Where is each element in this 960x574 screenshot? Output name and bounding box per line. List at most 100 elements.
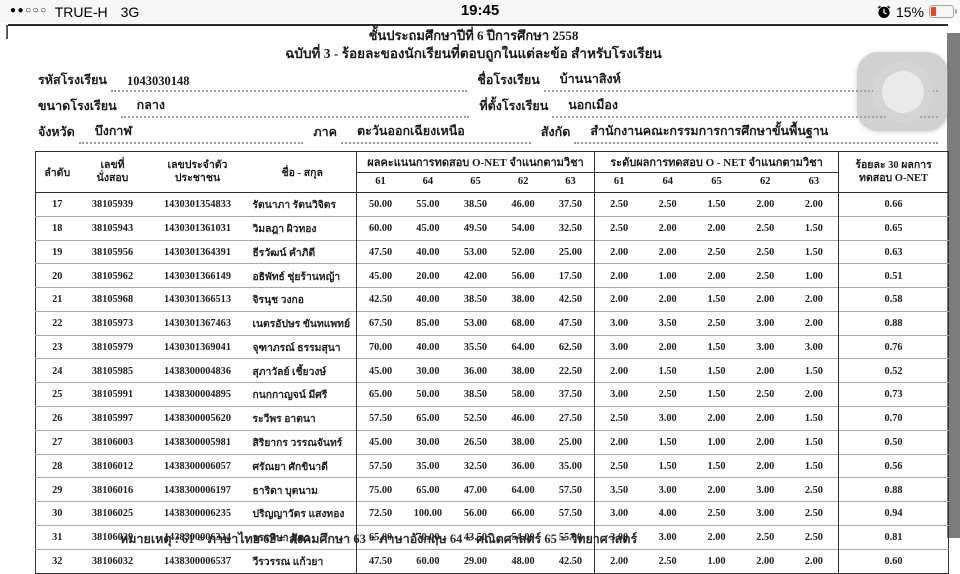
cell-name: รัตนาภา รัตนวิจิตร — [252, 200, 336, 212]
header-subject-61: 61 — [356, 172, 405, 193]
cell-level: 1.50 — [643, 429, 693, 455]
cell-name: จุฑาภรณ์ ธรรมสุนา — [248, 334, 357, 359]
cell-level: 2.00 — [692, 524, 741, 550]
cell-level: 2.00 — [740, 429, 790, 455]
alarm-icon — [877, 5, 891, 19]
table-row: 19 38105956 1430301364391 ธีรวัฒน์ คำภิดี 47… — [35, 239, 949, 264]
cell-seat: 38105991 — [78, 382, 147, 407]
cell-percent: 0.70 — [838, 406, 949, 431]
cell-no: 26 — [35, 406, 79, 431]
cell-score: 64.00 — [499, 477, 547, 502]
cell-score: 17.50 — [546, 263, 595, 288]
table-row: 22 38105973 1430301367463 เนตรอัปษร ขันทแพท… — [35, 310, 949, 336]
cell-score: 64.00 — [499, 334, 547, 359]
cell-score: 38.00 — [499, 287, 547, 312]
cell-percent: 0.88 — [838, 310, 949, 336]
cell-score: 37.50 — [558, 199, 583, 211]
table-row: 23 38105979 1430301369041 จุฑาภรณ์ ธรรมสุนา… — [35, 334, 949, 359]
cell-citizen-id: 1430301366149 — [146, 263, 249, 288]
battery-percent-label: 15% — [895, 3, 924, 20]
cell-score: 36.00 — [499, 453, 547, 478]
table-row: 25 38105991 1438300004895 กนกกาญจน์ มีศรี 65… — [35, 382, 949, 407]
cell-level: 2.00 — [740, 453, 790, 478]
cell-level: 1.50 — [692, 358, 741, 383]
cell-level: 2.00 — [643, 239, 693, 264]
cell-score: 42.50 — [546, 548, 595, 573]
assistive-touch-center — [881, 70, 924, 113]
cell-seat: 38106003 — [78, 429, 147, 455]
cell-level: 3.00 — [643, 477, 693, 502]
cell-no: 24 — [35, 358, 79, 383]
cell-percent: 0.51 — [838, 263, 949, 288]
cell-score: 65.00 — [404, 406, 452, 431]
school-size-value: กลาง — [120, 95, 470, 118]
cell-score: 42.00 — [451, 263, 500, 288]
cell-score: 26.50 — [451, 429, 500, 455]
header-subject-63: 63 — [565, 176, 576, 187]
cell-level: 2.00 — [740, 406, 790, 431]
cell-score: 30.00 — [404, 358, 452, 383]
cell-score: 37.50 — [546, 382, 595, 407]
cell-citizen-id: 1430301366513 — [146, 287, 249, 312]
cell-name: วิมลฎา ผิวทอง — [248, 215, 357, 241]
cell-level: 1.50 — [707, 199, 726, 211]
field-row-2: ขนาดโรงเรียน กลาง ที่ตั้งโรงเรียน นอกเมื… — [38, 92, 938, 118]
cell-level: 3.00 — [740, 477, 790, 502]
cell-level: 2.00 — [692, 477, 741, 502]
cell-level: 2.00 — [692, 406, 741, 431]
cell-seat: 38105979 — [78, 334, 147, 359]
cell-score: 50.00 — [404, 382, 452, 407]
cell-score: 60.00 — [356, 215, 405, 241]
report-title-line1: ชั้นประถมศึกษาปีที่ 6 ปีการศึกษา 2558 — [368, 28, 579, 43]
cell-no: 23 — [35, 334, 79, 359]
school-name-value: บ้านนาสิงห์ — [543, 69, 938, 92]
cell-no: 19 — [35, 239, 79, 264]
cell-level: 3.50 — [594, 477, 644, 502]
cell-level: 2.00 — [594, 429, 644, 455]
cell-level: 1.50 — [789, 239, 839, 264]
cell-citizen-id: 1430301354833 — [164, 199, 231, 211]
header-no: ลำดับ — [44, 167, 71, 179]
header-cid-line1: เลขประจำตัว — [167, 159, 228, 171]
cell-name: สิริยากร วรรณจันทร์ — [248, 429, 357, 455]
cell-citizen-id: 1438300006057 — [146, 453, 249, 478]
cell-name: จิรนุช วงกอ — [248, 287, 357, 312]
cell-level: 2.50 — [789, 477, 839, 502]
report-title-line2: ฉบับที่ 3 - ร้อยละของนักเรียนที่ตอบถูกใน… — [285, 46, 662, 61]
cell-score: 65.00 — [356, 382, 405, 407]
signal-strength-icon: ●●○○○ — [10, 5, 48, 16]
cell-level: 1.50 — [789, 429, 839, 455]
cell-no: 29 — [35, 477, 79, 502]
school-size-label: ขนาดโรงเรียน — [38, 99, 117, 113]
cell-citizen-id: 1438300005981 — [146, 429, 249, 455]
cell-score: 47.50 — [546, 310, 595, 336]
cell-score: 56.00 — [451, 501, 500, 526]
cell-score: 66.00 — [499, 501, 547, 526]
cell-percent: 0.73 — [838, 382, 949, 407]
cell-level: 2.00 — [740, 358, 790, 383]
cell-level: 2.50 — [740, 524, 790, 550]
cell-level: 2.00 — [740, 287, 790, 312]
table-body: 17 38105939 1430301354833 รัตนาภา รัตนวิจิต… — [35, 192, 949, 573]
cell-citizen-id: 1430301369041 — [146, 334, 249, 359]
battery-fill — [931, 7, 936, 16]
school-code-value: 1043030148 — [110, 74, 468, 92]
header-level-64: 64 — [662, 176, 673, 187]
cell-percent: 0.65 — [838, 215, 949, 241]
cell-level: 2.00 — [789, 287, 839, 312]
affiliation-label: สังกัด — [540, 125, 571, 139]
cell-score: 52.00 — [499, 239, 547, 264]
region-value: ตะวันออกเฉียงเหนือ — [341, 121, 531, 144]
cell-score: 56.00 — [499, 263, 547, 288]
cell-score: 47.50 — [356, 239, 405, 264]
header-percent30-line1: ร้อยละ 30 ผลการ — [855, 159, 932, 171]
cell-score: 46.00 — [499, 406, 547, 431]
cell-level: 2.00 — [594, 358, 644, 383]
table-row: 21 38105968 1430301366513 จิรนุช วงกอ 42.50 4… — [35, 287, 949, 312]
cell-level: 2.50 — [594, 406, 644, 431]
cell-seat: 38105968 — [78, 287, 147, 312]
page-background-strip — [947, 33, 960, 538]
cell-level: 2.50 — [594, 192, 644, 217]
cell-score: 30.00 — [404, 429, 452, 455]
assistive-touch-button[interactable] — [857, 52, 948, 131]
